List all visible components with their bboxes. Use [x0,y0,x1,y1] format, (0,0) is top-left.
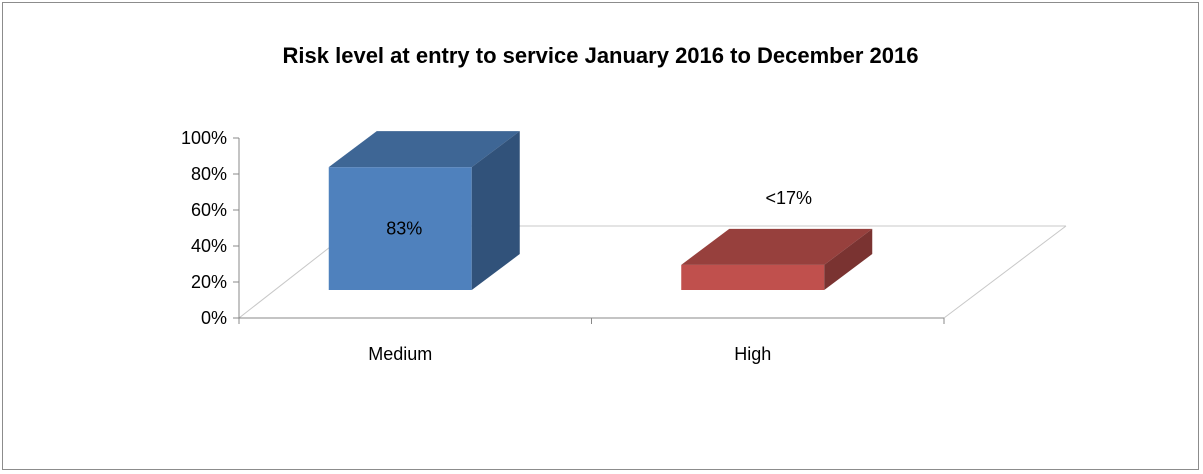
bar-high-front [681,264,825,290]
floor-right-edge [943,225,1067,319]
bar-high-side [824,228,873,290]
y-tick-label: 100% [181,128,227,148]
y-tick-label: 0% [201,308,227,328]
data-label-high: <17% [765,188,812,208]
y-tick-label: 80% [191,164,227,184]
y-tick-label: 40% [191,236,227,256]
y-tick-label: 20% [191,272,227,292]
data-label-medium: 83% [386,219,422,239]
bar-high-top [681,228,873,265]
bar-medium-top [328,131,520,168]
x-category-label-medium: Medium [368,344,432,364]
bar-medium-side [471,131,520,290]
bar-medium-front [328,167,472,290]
chart-title: Risk level at entry to service January 2… [282,43,919,68]
x-category-label-high: High [734,344,771,364]
y-tick-label: 60% [191,200,227,220]
